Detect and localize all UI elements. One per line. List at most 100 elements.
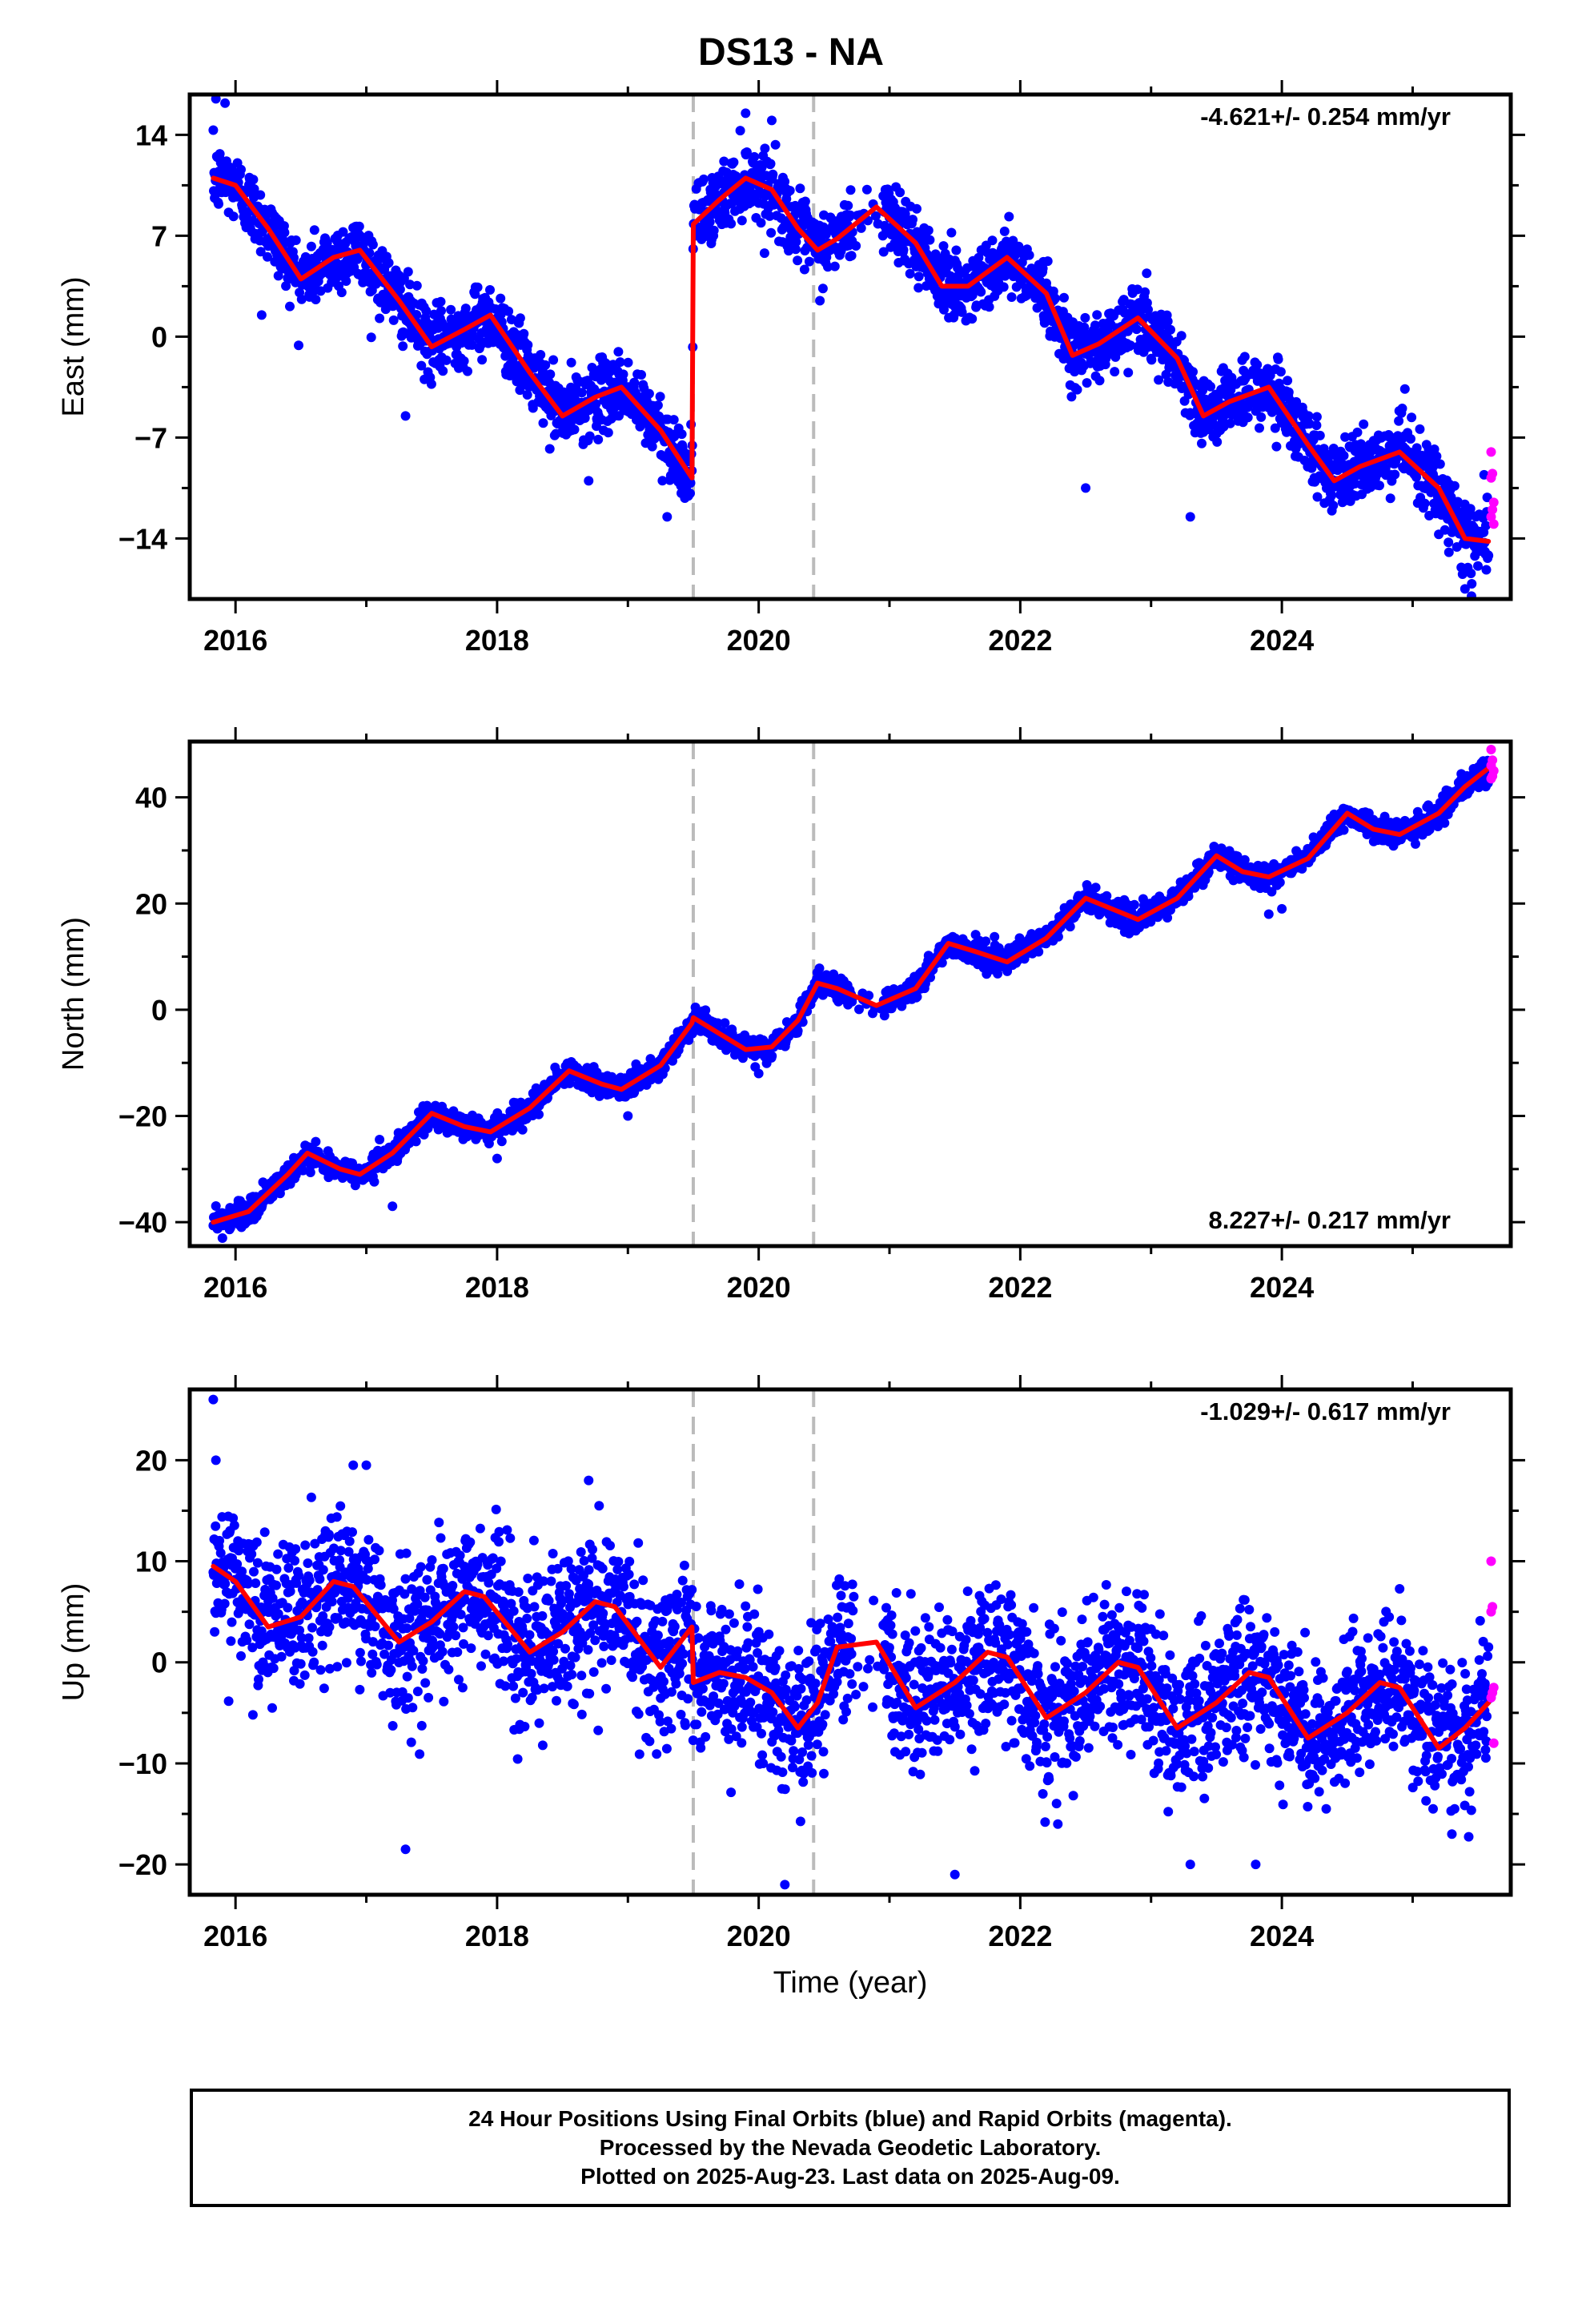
data-point-outlier	[1460, 584, 1470, 594]
data-point	[285, 301, 295, 312]
data-point	[584, 431, 595, 441]
data-point	[652, 400, 663, 411]
data-point	[545, 369, 556, 380]
data-point	[1239, 352, 1250, 362]
data-point	[1327, 490, 1337, 501]
data-point	[699, 174, 709, 184]
x-tick-label-east: 2018	[465, 624, 529, 657]
data-point	[1291, 396, 1302, 407]
data-point	[618, 369, 628, 380]
data-point	[741, 147, 752, 157]
data-point	[759, 248, 769, 259]
data-point	[366, 332, 376, 343]
data-point	[1162, 316, 1173, 327]
chart-title: DS13 - NA	[697, 31, 885, 74]
data-point	[998, 282, 1009, 292]
data-point	[636, 370, 646, 380]
data-point	[538, 418, 548, 428]
data-point-outlier	[741, 108, 751, 119]
data-point	[1315, 430, 1325, 440]
data-point	[566, 357, 576, 368]
data-point	[984, 302, 994, 312]
data-point	[669, 415, 679, 425]
data-point	[411, 1136, 421, 1147]
data-point	[211, 1201, 221, 1211]
data-point	[1004, 211, 1014, 222]
data-point	[1481, 565, 1492, 575]
data-point	[1484, 550, 1494, 561]
data-point	[938, 241, 949, 251]
data-point	[793, 255, 803, 266]
data-point	[1252, 360, 1263, 370]
data-point	[263, 251, 272, 262]
data-point	[1339, 451, 1349, 460]
data-point	[701, 1005, 711, 1015]
data-point	[1143, 304, 1153, 315]
y-tick-label-east: −14	[118, 522, 167, 555]
data-point	[305, 1168, 315, 1177]
data-point	[937, 958, 947, 968]
rapid-point	[1486, 472, 1496, 483]
data-point	[309, 225, 319, 235]
data-point	[1273, 354, 1283, 364]
data-point	[375, 313, 385, 324]
data-point	[249, 184, 259, 194]
data-point	[1397, 404, 1407, 413]
data-point	[438, 366, 448, 376]
data-point	[1431, 451, 1442, 461]
data-point	[1024, 250, 1034, 260]
data-point	[255, 190, 266, 200]
data-point	[536, 350, 546, 360]
data-point	[544, 444, 555, 454]
data-point	[564, 1078, 575, 1088]
data-point	[1270, 423, 1280, 433]
data-point	[685, 489, 695, 499]
data-point	[870, 211, 881, 221]
data-point	[426, 379, 436, 389]
data-point	[517, 1124, 528, 1135]
data-point	[1006, 292, 1017, 302]
data-point	[421, 306, 432, 316]
data-point	[1443, 547, 1454, 557]
data-point	[749, 151, 760, 162]
data-point	[1275, 367, 1286, 377]
data-point	[765, 159, 776, 169]
data-point	[709, 225, 719, 235]
plot-area-north	[208, 742, 1499, 1246]
data-point	[485, 285, 495, 295]
data-point	[1129, 899, 1139, 910]
data-point	[1265, 370, 1275, 380]
data-point	[228, 211, 239, 222]
data-point	[1328, 501, 1339, 511]
data-point	[436, 296, 446, 307]
data-point	[1198, 385, 1208, 396]
data-point	[1283, 387, 1294, 397]
data-point	[1090, 320, 1100, 331]
data-point	[644, 388, 654, 399]
data-point	[576, 388, 587, 398]
data-point	[780, 176, 790, 187]
data-point	[496, 1136, 507, 1147]
data-point	[967, 314, 978, 324]
data-point	[298, 1165, 308, 1176]
data-point	[1225, 418, 1235, 428]
data-point	[705, 217, 715, 227]
data-point	[814, 963, 825, 974]
data-point	[1243, 412, 1253, 423]
data-point	[925, 235, 935, 245]
data-point	[900, 209, 910, 219]
y-tick-label-east: −7	[135, 421, 167, 454]
data-point	[1419, 498, 1430, 509]
data-point	[1457, 569, 1468, 579]
data-point	[306, 241, 316, 251]
data-point	[291, 235, 301, 245]
data-point	[990, 931, 1000, 942]
data-point	[1059, 292, 1069, 303]
data-point	[412, 280, 422, 291]
data-point	[974, 252, 984, 263]
data-point	[756, 218, 766, 228]
data-point	[685, 478, 696, 489]
data-point	[1132, 284, 1142, 295]
data-point	[580, 413, 590, 423]
data-point	[951, 245, 962, 255]
